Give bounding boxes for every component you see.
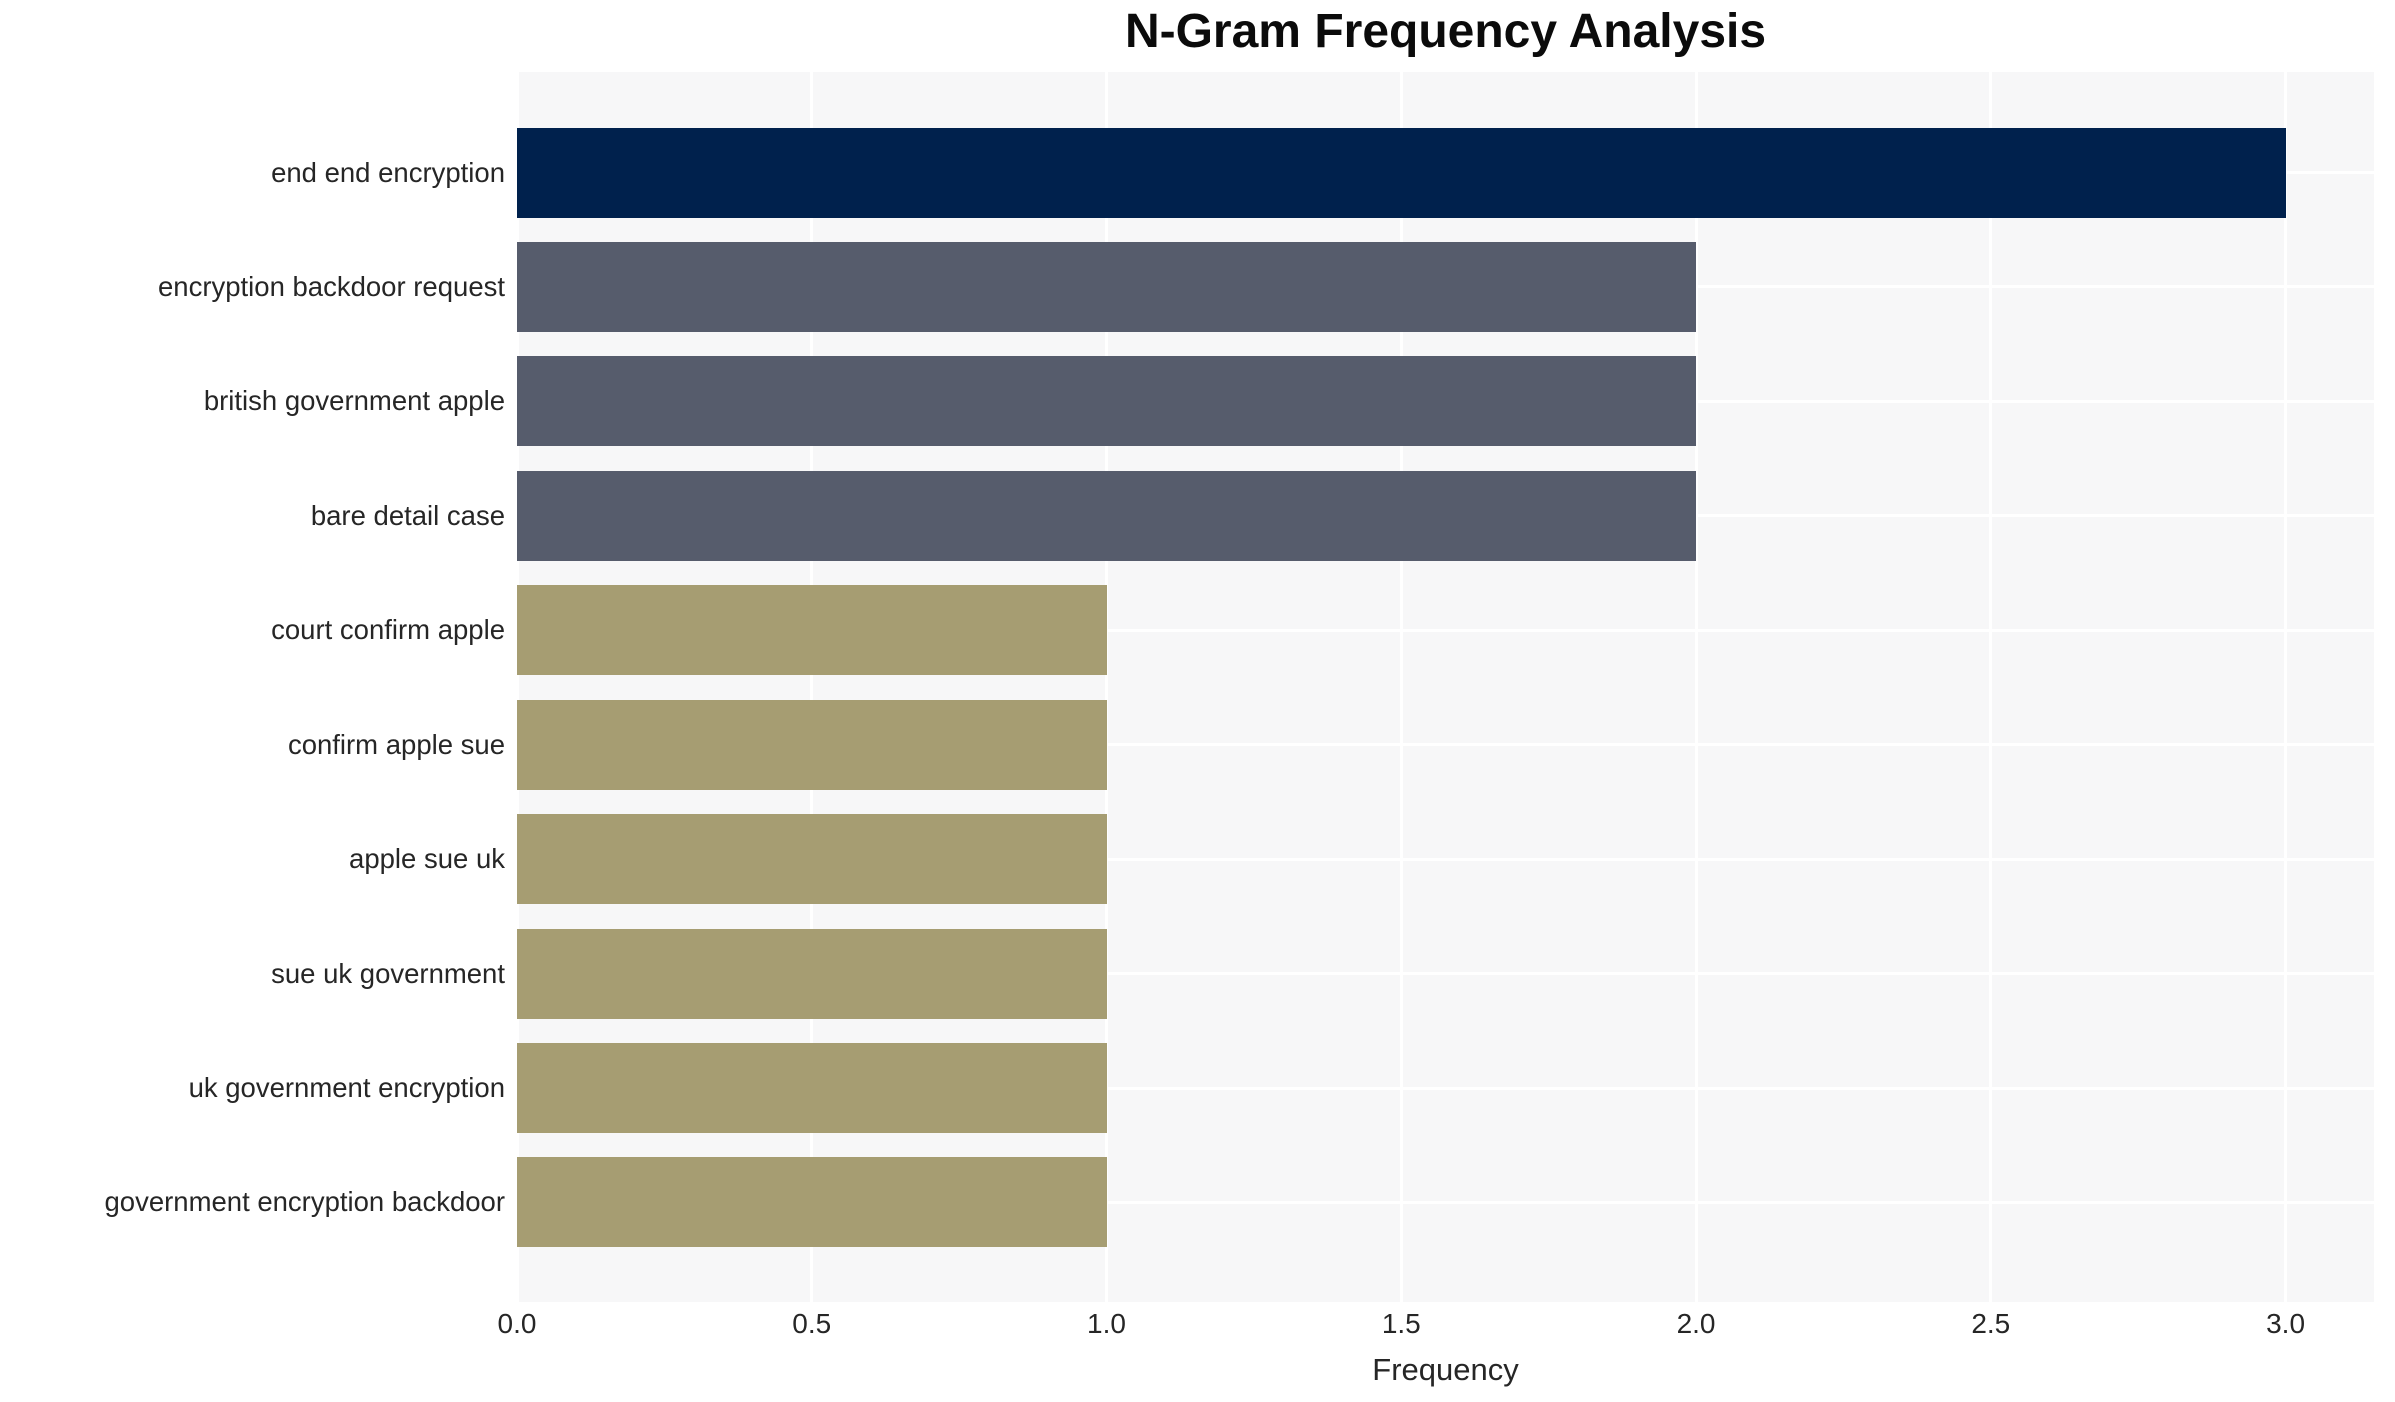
x-gridline-0.5 xyxy=(810,72,814,1302)
x-gridline-3.0 xyxy=(2284,72,2288,1302)
x-gridline-2.5 xyxy=(1989,72,1993,1302)
y-gridline xyxy=(517,743,2374,747)
chart-title: N-Gram Frequency Analysis xyxy=(1124,5,1767,58)
bar-sue-uk-government xyxy=(517,928,1107,1019)
y-gridline xyxy=(517,628,2374,632)
y-gridline xyxy=(517,972,2374,976)
bar-british-government-apple xyxy=(517,356,1697,447)
y-gridline xyxy=(517,857,2374,861)
x-tick-label-1.0: 1.0 xyxy=(1087,1308,1126,1339)
x-gridline-0.0 xyxy=(515,72,519,1302)
x-tick-label-2.5: 2.5 xyxy=(1971,1308,2011,1339)
x-tick-label-0.5: 0.5 xyxy=(792,1308,832,1339)
bar-government-encryption-backdoor xyxy=(517,1157,1107,1248)
y-tick-label: sue uk government xyxy=(271,957,505,989)
bar-confirm-apple-sue xyxy=(517,699,1107,790)
x-gridline-1.0 xyxy=(1105,72,1109,1302)
bar-uk-government-encryption xyxy=(517,1043,1107,1134)
y-tick-label: government encryption backdoor xyxy=(104,1186,505,1218)
x-tick-label-0.0: 0.0 xyxy=(497,1308,537,1339)
y-tick-label: bare detail case xyxy=(310,499,505,531)
bar-end-end-encryption xyxy=(517,127,2286,218)
bar-encryption-backdoor-request xyxy=(517,241,1697,332)
y-gridline xyxy=(517,1200,2374,1204)
y-tick-label: apple sue uk xyxy=(349,843,505,875)
bar-apple-sue-uk xyxy=(517,814,1107,905)
bar-bare-detail-case xyxy=(517,470,1697,561)
plot-area xyxy=(515,72,2374,1302)
x-tick-label-2.0: 2.0 xyxy=(1676,1308,1716,1339)
y-tick-label: uk government encryption xyxy=(188,1072,505,1104)
y-tick-label: end end encryption xyxy=(271,156,505,188)
y-tick-label: british government apple xyxy=(203,385,505,417)
x-axis-label: Frequency xyxy=(1372,1352,1519,1387)
y-tick-label: encryption backdoor request xyxy=(157,270,505,302)
y-tick-label: confirm apple sue xyxy=(287,728,505,760)
y-tick-label: court confirm apple xyxy=(271,614,505,646)
bar-court-confirm-apple xyxy=(517,585,1107,676)
x-gridline-1.5 xyxy=(1399,72,1403,1302)
x-gridline-2.0 xyxy=(1694,72,1698,1302)
x-tick-label-3.0: 3.0 xyxy=(2266,1308,2306,1339)
y-gridline xyxy=(517,1086,2374,1090)
x-tick-label-1.5: 1.5 xyxy=(1381,1308,1421,1339)
